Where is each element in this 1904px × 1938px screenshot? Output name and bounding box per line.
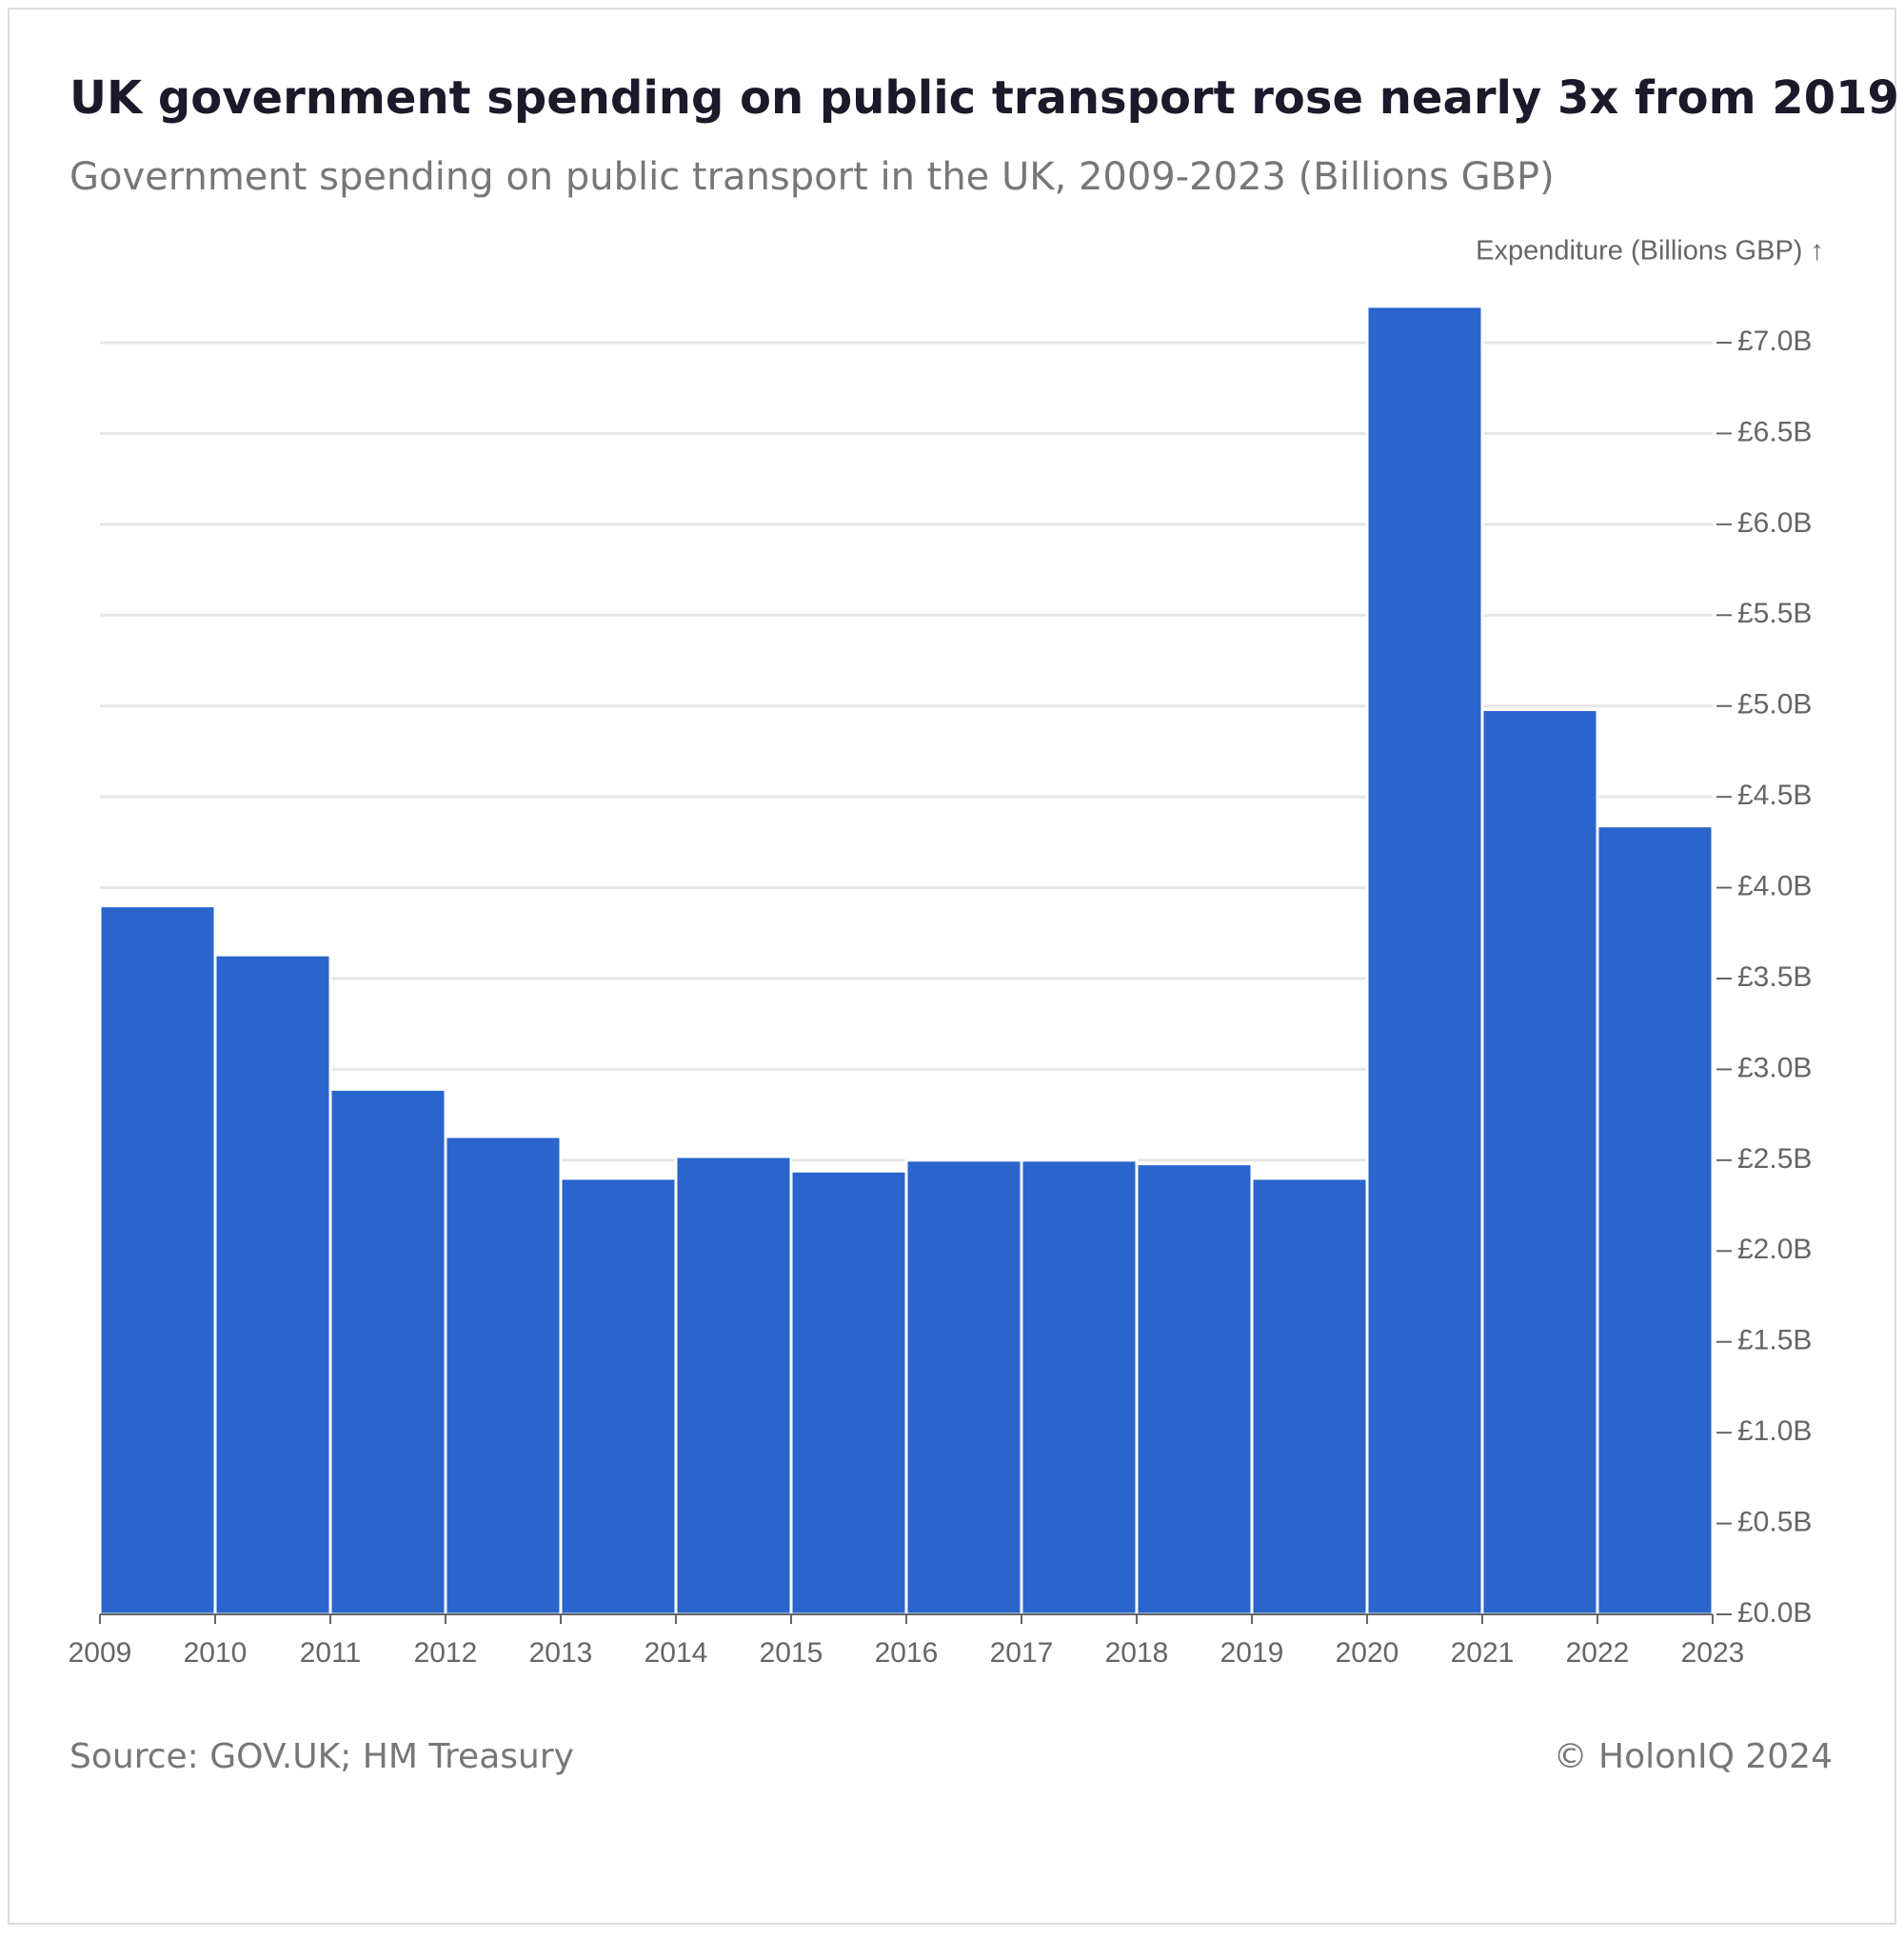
y-tick-label: £0.5B	[1737, 1506, 1812, 1537]
x-tick-label: 2018	[1105, 1637, 1169, 1669]
bar	[213, 953, 332, 1616]
y-tick-label: £3.0B	[1737, 1052, 1812, 1083]
y-tick-label: £1.5B	[1737, 1325, 1812, 1356]
x-tick-label: 2019	[1220, 1637, 1284, 1669]
x-tick-label: 2021	[1451, 1637, 1515, 1669]
y-tick-label: £7.0B	[1737, 326, 1812, 357]
chart-title: UK government spending on public transpo…	[69, 71, 1904, 125]
y-tick-label: £0.0B	[1737, 1597, 1812, 1629]
x-tick-label: 2014	[645, 1637, 708, 1669]
source: Source: GOV.UK; HM Treasury	[69, 1737, 574, 1776]
bar	[98, 904, 217, 1616]
bar	[1020, 1158, 1139, 1616]
x-tick-label: 2012	[414, 1637, 478, 1669]
x-tick-label: 2016	[875, 1637, 939, 1669]
bar	[444, 1135, 563, 1616]
chart-subtitle: Government spending on public transport …	[69, 155, 1555, 199]
y-tick-label: £5.0B	[1737, 689, 1812, 721]
x-tick-label: 2010	[184, 1637, 248, 1669]
bar	[789, 1169, 908, 1616]
y-tick-label: £3.5B	[1737, 961, 1812, 993]
y-tick-label: £2.5B	[1737, 1143, 1812, 1175]
y-tick-label: £4.0B	[1737, 870, 1812, 901]
x-tick-label: 2020	[1336, 1637, 1399, 1669]
y-tick-label: £4.5B	[1737, 780, 1812, 811]
bar	[1596, 824, 1715, 1616]
bar	[1250, 1177, 1369, 1616]
credit: © HolonIQ 2024	[1554, 1737, 1833, 1776]
bar	[1480, 708, 1599, 1616]
bar	[559, 1177, 678, 1616]
x-tick-label: 2013	[529, 1637, 593, 1669]
bar	[1365, 305, 1484, 1616]
y-tick-label: £6.5B	[1737, 416, 1812, 447]
bar	[674, 1155, 793, 1616]
x-tick-label: 2009	[69, 1637, 132, 1669]
x-tick-label: 2015	[760, 1637, 823, 1669]
x-tick-label: 2011	[300, 1637, 362, 1669]
y-tick-label: £1.0B	[1737, 1415, 1812, 1447]
y-tick-label: £5.5B	[1737, 598, 1812, 629]
x-tick-label: 2022	[1566, 1637, 1630, 1669]
y-tick-label: £6.0B	[1737, 507, 1812, 539]
y-tick-label: £2.0B	[1737, 1234, 1812, 1265]
bar	[328, 1087, 447, 1616]
y-axis-label: Expenditure (Billions GBP) ↑	[1476, 236, 1824, 267]
bar	[904, 1158, 1023, 1616]
bar	[1135, 1162, 1254, 1616]
x-tick-label: 2023	[1681, 1637, 1745, 1669]
x-tick-label: 2017	[990, 1637, 1054, 1669]
